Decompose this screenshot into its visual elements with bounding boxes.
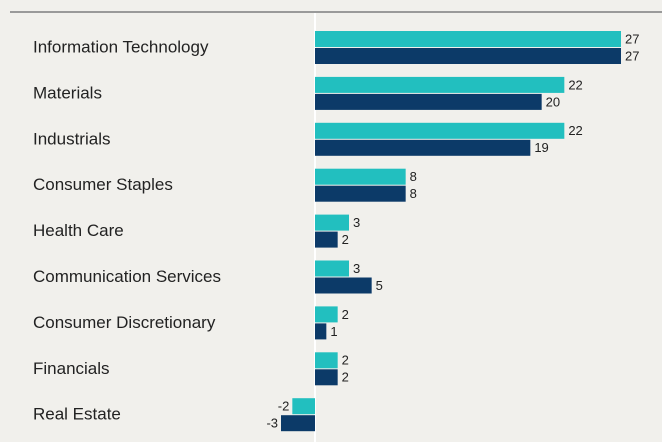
bar [315, 277, 372, 294]
category-label: Industrials [33, 129, 110, 148]
category-label: Financials [33, 359, 110, 378]
bar [315, 139, 531, 156]
bar [315, 48, 621, 64]
value-label: 27 [625, 31, 639, 46]
value-label: 8 [410, 186, 417, 201]
bar [315, 214, 349, 231]
bar [315, 352, 338, 369]
value-label: 8 [410, 169, 417, 184]
bar [315, 306, 338, 323]
value-label: 2 [342, 370, 349, 385]
value-label: 3 [353, 215, 360, 230]
value-label: 22 [568, 123, 582, 138]
value-label: 3 [353, 261, 360, 276]
value-label: 27 [625, 48, 639, 63]
category-label: Health Care [33, 221, 124, 240]
bar [281, 415, 315, 432]
value-label: 5 [376, 278, 383, 293]
value-label: -2 [278, 399, 290, 414]
bar [315, 260, 349, 277]
category-label: Consumer Staples [33, 175, 173, 194]
bar [315, 122, 565, 139]
bar [315, 168, 406, 185]
value-label: 2 [342, 307, 349, 322]
value-label: -3 [266, 416, 278, 431]
value-label: 1 [330, 324, 337, 339]
bar [315, 185, 406, 202]
category-label: Real Estate [33, 405, 121, 424]
category-label: Communication Services [33, 267, 221, 286]
category-label: Consumer Discretionary [33, 313, 216, 332]
value-label: 20 [546, 94, 560, 109]
bar [315, 369, 338, 386]
bar [315, 323, 327, 340]
bar [315, 76, 565, 93]
category-label: Materials [33, 83, 102, 102]
bar [315, 31, 621, 47]
value-label: 2 [342, 232, 349, 247]
value-label: 19 [534, 140, 548, 155]
bar [315, 231, 338, 248]
value-label: 22 [568, 77, 582, 92]
bar [315, 93, 542, 110]
bar [292, 398, 315, 415]
value-label: 2 [342, 353, 349, 368]
category-label: Information Technology [33, 37, 209, 56]
